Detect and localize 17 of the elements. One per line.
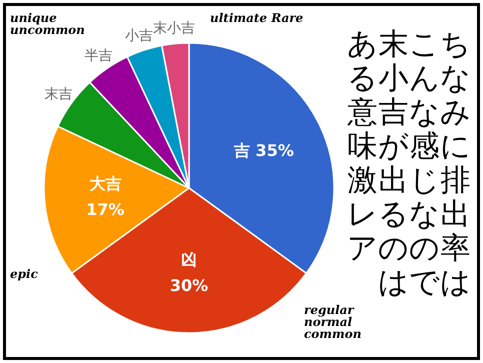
text: unique uncommon bbox=[10, 11, 85, 37]
data-label: 30% bbox=[170, 276, 208, 296]
text: ある意味激レア bbox=[347, 27, 378, 266]
slice-label: 吉 bbox=[378, 95, 408, 130]
text: regular normal common bbox=[304, 303, 362, 341]
slice-label: 末小吉 bbox=[152, 20, 195, 37]
category-label: 吉 35% bbox=[234, 140, 294, 160]
data-label: 17% bbox=[86, 200, 124, 219]
text: こんな感じなので bbox=[409, 27, 440, 300]
text: ultimate Rare bbox=[210, 11, 304, 25]
text: ちなみに排出率は bbox=[440, 27, 471, 300]
text: epic bbox=[10, 267, 38, 281]
slice-label: 凶 bbox=[181, 250, 197, 270]
slice-label: 末吉 bbox=[44, 86, 73, 102]
slice-label: 大吉 bbox=[89, 174, 122, 193]
slice-label: 半吉 bbox=[84, 48, 113, 64]
slice-label: 小吉 bbox=[125, 28, 154, 44]
